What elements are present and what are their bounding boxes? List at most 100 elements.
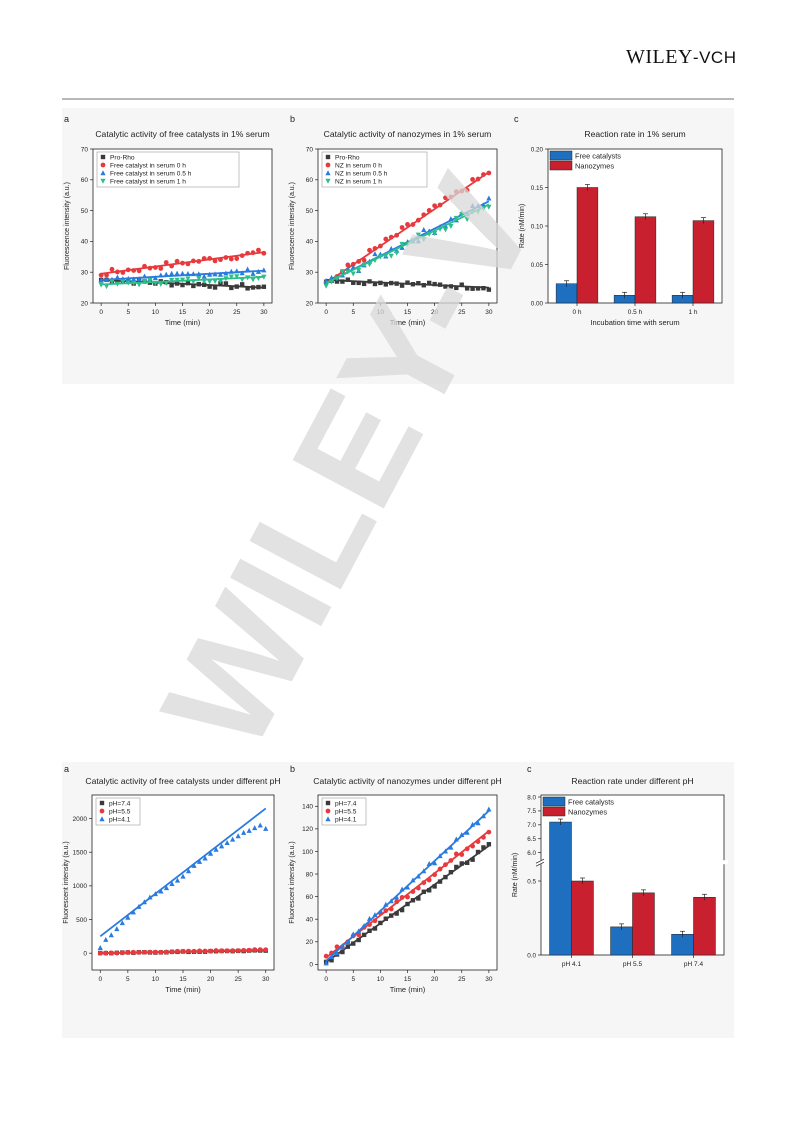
data-point xyxy=(345,944,351,949)
x-tick-label: 10 xyxy=(152,309,160,316)
data-point xyxy=(120,270,126,275)
x-tick-label: 10 xyxy=(377,976,385,983)
data-point xyxy=(158,266,164,271)
data-point xyxy=(442,848,449,854)
data-point xyxy=(255,268,262,274)
data-point xyxy=(229,285,234,291)
data-point xyxy=(180,873,186,879)
data-point xyxy=(351,280,356,285)
data-point xyxy=(361,257,367,263)
data-point xyxy=(394,911,399,916)
data-point xyxy=(334,944,340,950)
x-tick-label: 30 xyxy=(485,976,493,983)
data-point xyxy=(191,283,196,289)
data-point xyxy=(356,928,362,934)
data-point xyxy=(186,948,191,954)
x-tick-label: 25 xyxy=(458,309,466,316)
data-point xyxy=(174,270,180,276)
data-point xyxy=(169,277,175,283)
data-point xyxy=(130,949,136,955)
chart-title: Reaction rate under different pH xyxy=(571,776,693,786)
x-tick-label: 25 xyxy=(233,309,241,316)
bar xyxy=(610,926,633,956)
y-tick-label: 0.10 xyxy=(531,223,544,230)
legend-label: pH=5.5 xyxy=(109,808,131,815)
data-point xyxy=(239,282,245,287)
data-point xyxy=(245,286,250,291)
data-point xyxy=(486,195,492,201)
data-point xyxy=(185,280,191,286)
y-tick-label: 0 xyxy=(83,950,87,957)
data-point xyxy=(443,195,448,201)
x-axis-label: Time (min) xyxy=(165,985,201,994)
data-point xyxy=(372,251,378,257)
chart-title: Catalytic activity of nanozymes under di… xyxy=(313,776,502,786)
data-point xyxy=(239,277,245,283)
data-point xyxy=(459,188,465,194)
data-point xyxy=(103,276,110,282)
data-point xyxy=(261,250,267,256)
data-point xyxy=(169,949,175,955)
data-point xyxy=(377,254,383,260)
data-point xyxy=(367,928,372,933)
data-point xyxy=(426,231,432,237)
data-point xyxy=(114,950,120,956)
data-point xyxy=(261,274,267,280)
data-point xyxy=(443,874,448,880)
data-point xyxy=(169,270,175,276)
data-point xyxy=(421,226,427,232)
y-axis-label: Fluorescence intensity (a.u.) xyxy=(289,182,296,270)
data-point xyxy=(323,960,329,966)
data-point xyxy=(125,914,131,920)
data-point xyxy=(459,861,464,866)
y-tick-label: 1500 xyxy=(73,850,88,857)
data-point xyxy=(329,958,334,963)
data-point xyxy=(207,284,212,289)
data-point xyxy=(104,272,109,278)
data-point xyxy=(202,948,208,954)
bar xyxy=(692,220,715,304)
data-point xyxy=(410,898,416,903)
y-tick-label: 60 xyxy=(306,177,314,184)
data-point xyxy=(448,224,454,230)
data-point xyxy=(437,879,443,884)
y-tick-label: 40 xyxy=(306,239,314,246)
data-point xyxy=(470,843,475,849)
data-point xyxy=(174,281,180,286)
data-point xyxy=(340,279,345,284)
data-point xyxy=(219,948,225,954)
data-point xyxy=(141,899,147,905)
data-point xyxy=(136,949,142,955)
data-point xyxy=(443,284,448,289)
data-point xyxy=(405,894,410,900)
data-point xyxy=(212,271,218,277)
data-point xyxy=(437,202,443,208)
data-point xyxy=(475,203,481,209)
data-point xyxy=(480,813,487,819)
data-point xyxy=(453,189,459,195)
data-point xyxy=(98,277,104,283)
data-point xyxy=(142,263,147,269)
data-point xyxy=(328,954,335,960)
data-point xyxy=(389,280,394,286)
data-point xyxy=(174,877,181,883)
data-point xyxy=(163,271,169,277)
chart-title: Catalytic activity of free catalysts in … xyxy=(95,129,269,139)
x-tick-label: 25 xyxy=(235,976,243,983)
data-point xyxy=(191,862,197,868)
data-point xyxy=(109,279,115,285)
data-point xyxy=(394,250,400,256)
data-point xyxy=(426,208,432,213)
panel-letter: a xyxy=(64,764,69,774)
x-tick-label: 20 xyxy=(207,976,215,983)
data-point xyxy=(399,907,405,913)
legend-marker xyxy=(325,808,331,814)
data-point xyxy=(399,283,405,288)
y-tick-label: 40 xyxy=(306,916,314,923)
data-point xyxy=(164,949,169,955)
data-point xyxy=(453,836,459,842)
bar xyxy=(671,934,694,956)
series-3 xyxy=(98,266,267,283)
data-point xyxy=(180,948,186,954)
data-point xyxy=(228,256,234,262)
